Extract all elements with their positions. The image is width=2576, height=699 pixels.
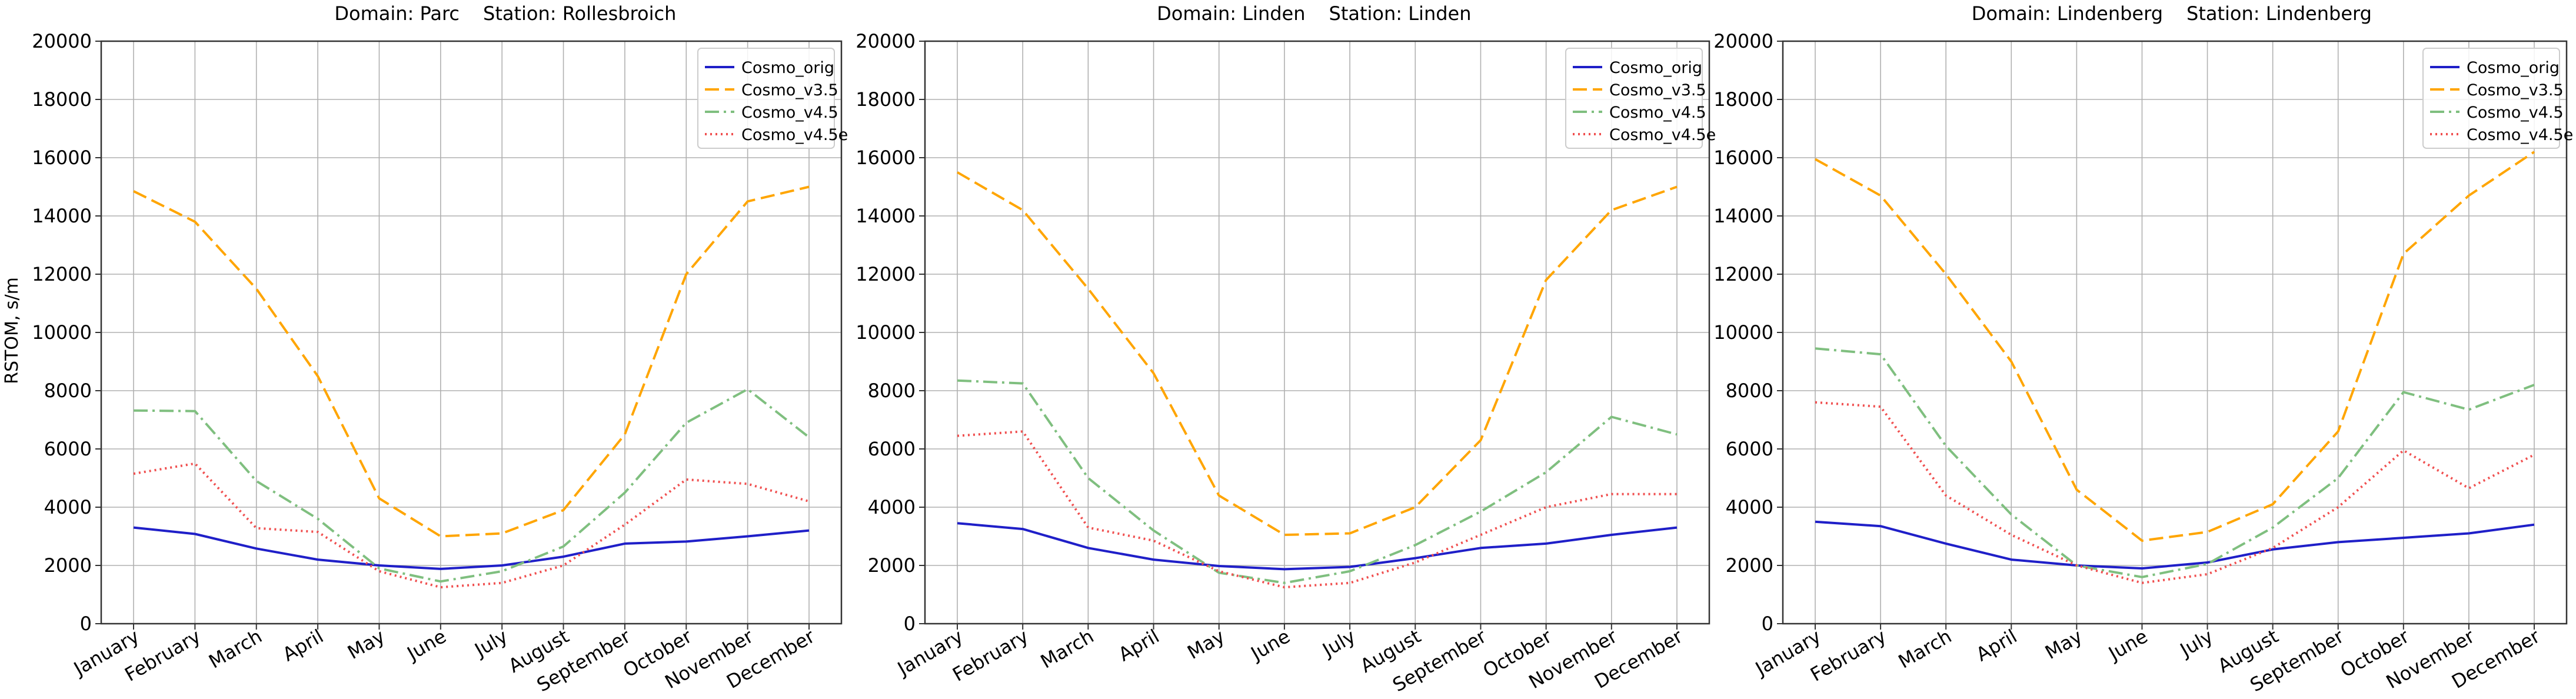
- x-tick-label: July: [2175, 625, 2217, 662]
- legend: Cosmo_orig Cosmo_v3.5 Cosmo_v4.5 Cosmo_v4.5…: [697, 48, 848, 149]
- legend-label: Cosmo_v4.5: [741, 104, 838, 122]
- x-tick-label: July: [1318, 625, 1360, 662]
- legend-label: Cosmo_v3.5: [2467, 81, 2564, 99]
- chart-panel-1: 0 2000 4000 6000 8000 10000 12000 14000 16000 180…: [32, 2, 848, 696]
- y-tick-label: 10000: [1713, 321, 1773, 344]
- x-tick-label: March: [1037, 625, 1097, 673]
- series-line-cosmo-v4-5: [133, 388, 810, 583]
- y-tick-label: 20000: [856, 30, 916, 52]
- x-tick-label: February: [1806, 625, 1890, 686]
- series-line-cosmo-v4-5: [1815, 347, 2535, 578]
- x-tick-label: May: [2041, 625, 2086, 664]
- legend: Cosmo_orig Cosmo_v3.5 Cosmo_v4.5 Cosmo_v4.5…: [2422, 48, 2573, 149]
- y-tick-label: 16000: [1713, 147, 1773, 169]
- series-line-cosmo-v3-5: [956, 171, 1678, 536]
- chart-panels: 0 2000 4000 6000 8000 10000 12000 14000 16000 180…: [32, 2, 2573, 696]
- chart-panel-3: 0 2000 4000 6000 8000 10000 12000 14000 16000 180…: [1713, 2, 2573, 696]
- y-tick-label: 20000: [1713, 30, 1773, 52]
- x-tick-label: March: [1895, 625, 1955, 673]
- y-tick-label: 14000: [856, 205, 916, 227]
- x-tick-label: April: [279, 625, 327, 665]
- legend-label: Cosmo_orig: [1609, 59, 1702, 77]
- y-tick-label: 0: [1762, 613, 1773, 635]
- legend-label: Cosmo_v4.5e: [741, 126, 848, 144]
- legend-label: Cosmo_v4.5e: [2467, 126, 2573, 144]
- series-line-cosmo-v3-5: [133, 185, 810, 538]
- y-tick-label: 8000: [1726, 380, 1773, 402]
- y-tick-label: 4000: [44, 496, 92, 518]
- chart-title-domain: Domain: Lindenberg: [1972, 2, 2163, 25]
- y-tick-label: 10000: [32, 321, 92, 344]
- series-line-cosmo-v4-5e: [1815, 401, 2535, 584]
- series-line-cosmo-v3-5: [1815, 151, 2535, 542]
- y-tick-label: 12000: [856, 263, 916, 285]
- legend-label: Cosmo_v3.5: [741, 81, 838, 99]
- y-tick-label: 16000: [856, 147, 916, 169]
- legend-label: Cosmo_v4.5: [1609, 104, 1706, 122]
- legend-box: [2422, 48, 2560, 149]
- chart-title-domain: Domain: Parc: [334, 2, 460, 25]
- legend-label: Cosmo_v3.5: [1609, 81, 1706, 99]
- y-tick-label: 2000: [44, 554, 92, 577]
- y-tick-label: 2000: [1726, 554, 1773, 577]
- chart-title-station: Station: Rollesbroich: [483, 2, 676, 25]
- y-axis-label: RSTOM, s/m: [2, 277, 22, 384]
- y-tick-label: 4000: [1726, 496, 1773, 518]
- legend-box: [697, 48, 835, 149]
- y-tick-label: 6000: [44, 438, 92, 460]
- y-tick-label: 6000: [1726, 438, 1773, 460]
- legend-label: Cosmo_v4.5: [2467, 104, 2564, 122]
- x-tick-label: April: [1972, 625, 2021, 665]
- y-tick-label: 12000: [1713, 263, 1773, 285]
- legend-label: Cosmo_orig: [2467, 59, 2560, 77]
- chart-title-station: Station: Lindenberg: [2186, 2, 2372, 25]
- series-line-cosmo-orig: [1815, 520, 2535, 570]
- y-tick-label: 8000: [868, 380, 916, 402]
- y-tick-label: 6000: [868, 438, 916, 460]
- x-tick-label: May: [1183, 625, 1228, 664]
- chart-panel-2: 0 2000 4000 6000 8000 10000 12000 14000 16000 180…: [856, 2, 1716, 696]
- y-tick-label: 0: [904, 613, 916, 635]
- x-tick-label: June: [402, 625, 450, 665]
- series-line-cosmo-orig: [957, 522, 1678, 571]
- y-tick-label: 10000: [856, 321, 916, 344]
- y-tick-label: 8000: [44, 380, 92, 402]
- x-tick-label: February: [948, 625, 1032, 686]
- y-tick-label: 16000: [32, 147, 92, 169]
- y-tick-label: 4000: [868, 496, 916, 518]
- y-tick-label: 14000: [1713, 205, 1773, 227]
- chart-title-domain: Domain: Linden: [1157, 2, 1305, 25]
- x-tick-label: May: [344, 625, 388, 664]
- y-tick-label: 12000: [32, 263, 92, 285]
- y-tick-label: 18000: [856, 88, 916, 111]
- legend: Cosmo_orig Cosmo_v3.5 Cosmo_v4.5 Cosmo_v4.5…: [1565, 48, 1716, 149]
- x-tick-label: June: [1246, 625, 1294, 665]
- series-line-cosmo-orig: [133, 526, 810, 570]
- x-tick-label: March: [205, 625, 265, 673]
- y-tick-label: 0: [80, 613, 92, 635]
- legend-label: Cosmo_v4.5e: [1609, 126, 1716, 144]
- series-line-cosmo-v4-5e: [133, 462, 810, 589]
- x-tick-label: June: [2104, 625, 2151, 665]
- series-line-cosmo-v4-5e: [957, 430, 1677, 589]
- y-tick-label: 2000: [868, 554, 916, 577]
- y-tick-label: 18000: [1713, 88, 1773, 111]
- y-tick-label: 18000: [32, 88, 92, 111]
- series-line-cosmo-v4-5: [957, 379, 1678, 584]
- x-tick-label: April: [1114, 625, 1163, 665]
- chart-title-station: Station: Linden: [1329, 2, 1472, 25]
- x-tick-label: July: [470, 625, 512, 662]
- y-tick-label: 14000: [32, 205, 92, 227]
- legend-box: [1565, 48, 1703, 149]
- y-tick-label: 20000: [32, 30, 92, 52]
- legend-label: Cosmo_orig: [741, 59, 834, 77]
